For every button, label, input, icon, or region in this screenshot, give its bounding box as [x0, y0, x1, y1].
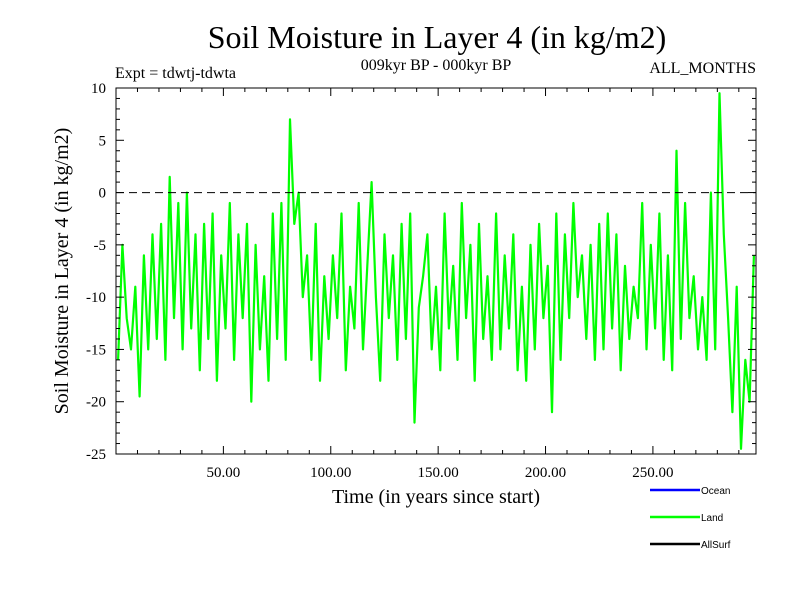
y-axis: 10 5 0 -5 -10 -15 -20 -25	[86, 81, 756, 463]
x-tick-label: 200.00	[525, 465, 566, 481]
experiment-label: Expt = tdwtj-tdwta	[115, 65, 236, 82]
chart-subtitle: 009kyr BP - 000kyr BP	[361, 57, 512, 74]
series-line-land	[117, 92, 755, 450]
y-tick-label: -5	[94, 238, 107, 254]
y-tick-label: 0	[99, 186, 107, 202]
legend-label-ocean: Ocean	[701, 486, 730, 497]
y-tick-label: 10	[91, 81, 106, 97]
y-tick-label: 5	[99, 133, 107, 149]
season-label: ALL_MONTHS	[649, 60, 756, 77]
plot-frame	[115, 87, 757, 455]
y-tick-label: -20	[86, 395, 106, 411]
legend: Ocean Land AllSurf	[650, 486, 731, 551]
x-tick-label: 100.00	[310, 465, 351, 481]
y-tick-label: -25	[86, 447, 106, 463]
x-tick-label: 150.00	[418, 465, 459, 481]
x-axis-title: Time (in years since start)	[332, 486, 540, 508]
y-tick-label: -15	[86, 342, 106, 358]
y-tick-label: -10	[86, 290, 106, 306]
x-tick-label: 50.00	[207, 465, 241, 481]
legend-label-land: Land	[701, 513, 723, 524]
y-axis-title: Soil Moisture in Layer 4 (in kg/m2)	[51, 128, 73, 415]
chart-title: Soil Moisture in Layer 4 (in kg/m2)	[208, 19, 667, 55]
legend-label-allsurf: AllSurf	[701, 540, 731, 551]
x-axis: 50.00 100.00 150.00 200.00 250.00	[136, 88, 740, 481]
x-tick-label: 250.00	[632, 465, 673, 481]
series-layer	[117, 92, 755, 450]
